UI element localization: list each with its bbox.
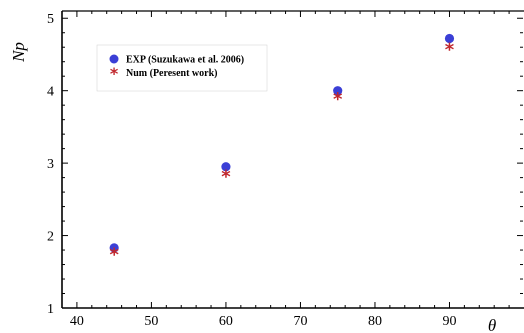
x-tick-label: 80 — [368, 314, 382, 329]
x-axis-title: θ — [488, 316, 496, 333]
x-tick-label: 60 — [219, 314, 233, 329]
legend: EXP (Suzukawa et al. 2006) * Num (Perese… — [96, 44, 268, 92]
x-tick-label: 40 — [70, 314, 84, 329]
data-points: * * * * — [109, 33, 455, 266]
legend-num-marker: * — [110, 64, 119, 83]
exp-point — [444, 33, 455, 44]
num-point: * — [445, 40, 455, 61]
y-tick-label: 3 — [47, 157, 54, 172]
y-axis-title: Np — [9, 42, 28, 63]
legend-num-label: Num (Peresent work) — [126, 68, 217, 79]
y-tick-label: 5 — [47, 12, 54, 27]
y-tick-label: 1 — [47, 302, 54, 317]
num-point: * — [221, 166, 231, 187]
exp-point — [109, 243, 119, 253]
num-point: * — [333, 89, 343, 110]
exp-point — [333, 86, 343, 96]
tick-labels: 40 50 60 70 80 90 1 2 3 4 5 — [47, 12, 456, 329]
legend-exp-marker — [109, 54, 119, 64]
legend-box — [96, 44, 268, 92]
y-tick-label: 4 — [47, 85, 54, 100]
x-tick-label: 90 — [442, 314, 456, 329]
num-point: * — [109, 245, 119, 266]
y-tick-label: 2 — [47, 230, 54, 245]
axis-ticks — [62, 11, 523, 309]
exp-point — [221, 162, 231, 172]
legend-exp-label: EXP (Suzukawa et al. 2006) — [126, 55, 244, 66]
axes-frame — [61, 10, 524, 309]
x-tick-label: 70 — [293, 314, 307, 329]
x-tick-label: 50 — [144, 314, 158, 329]
